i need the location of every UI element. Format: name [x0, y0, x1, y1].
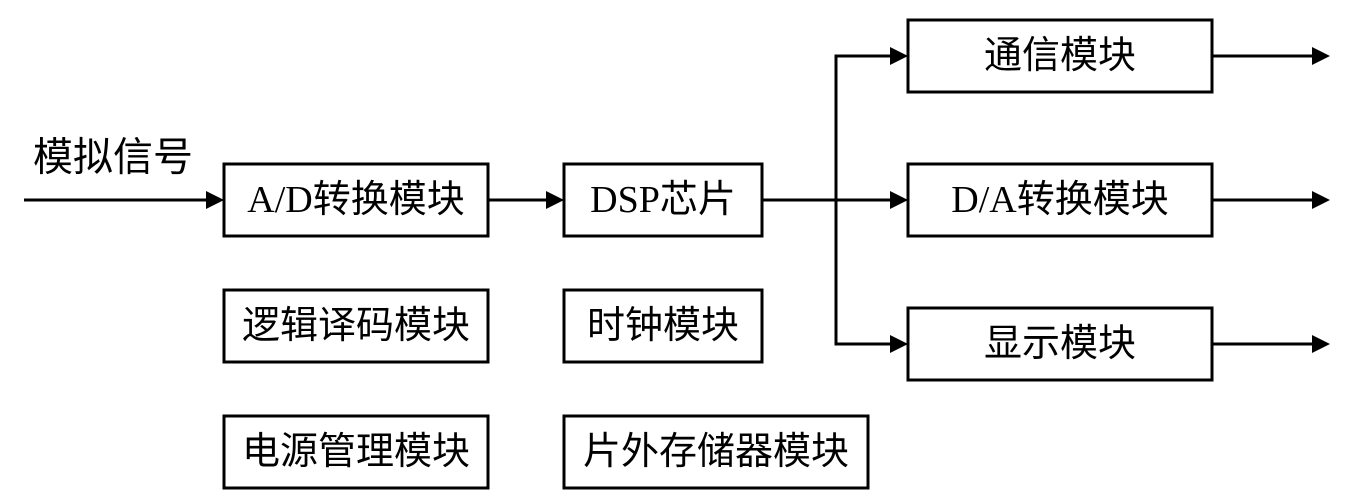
arrowhead-ad-dsp	[546, 191, 564, 209]
node-label-clock: 时钟模块	[587, 305, 739, 347]
arrowhead-disp-out	[1312, 335, 1330, 353]
node-label-extmem: 片外存储器模块	[583, 431, 849, 473]
arrowhead-comm-out	[1312, 47, 1330, 65]
block-diagram: 模拟信号 A/D转换模块 DSP芯片 通信模块 D/A转换模块显示模块 逻辑译码模块 时钟模…	[0, 0, 1357, 500]
arrowhead-da-out	[1312, 191, 1330, 209]
node-label-dsp: DSP芯片	[590, 179, 736, 221]
node-label-comm: 通信模块	[984, 35, 1136, 77]
input-signal-label: 模拟信号	[33, 135, 193, 180]
arrowhead-dsp-disp	[890, 335, 908, 353]
node-label-power: 电源管理模块	[242, 431, 470, 473]
arrowhead-dsp-comm	[890, 47, 908, 65]
arrowhead-in-ad	[206, 191, 224, 209]
edge-dsp-disp	[836, 200, 890, 344]
node-label-logic: 逻辑译码模块	[242, 305, 470, 347]
arrowhead-dsp-da	[890, 191, 908, 209]
node-label-disp: 显示模块	[984, 323, 1136, 365]
node-label-ad: A/D转换模块	[247, 179, 464, 221]
edge-dsp-comm	[836, 56, 890, 200]
node-label-da: D/A转换模块	[951, 179, 1168, 221]
